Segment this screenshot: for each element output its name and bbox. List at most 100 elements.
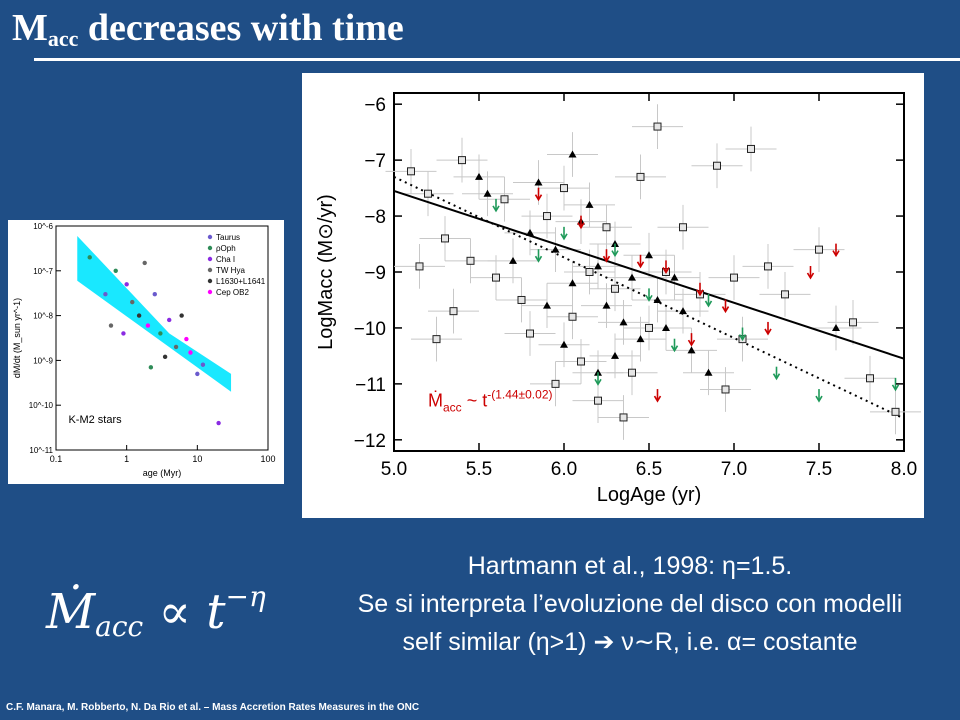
data-point-square: [849, 318, 857, 327]
inset-legend-marker: [207, 234, 213, 240]
inset-y-tick-label: 10^-8: [33, 312, 53, 321]
data-point-triangle: [483, 189, 492, 197]
inset-data-point: [148, 365, 154, 370]
caption-line-3: self similar (η>1) ➔ ν∼R, i.e. α= costan…: [402, 628, 858, 656]
inset-data-point: [103, 292, 108, 297]
upper-limit-green: [611, 250, 619, 258]
x-tick-label: 6.0: [551, 459, 577, 480]
upper-limit-red: [806, 272, 815, 280]
data-point-square: [619, 413, 628, 422]
inset-data-point: [121, 331, 126, 336]
upper-limit-red: [662, 266, 670, 274]
data-point-triangle: [670, 273, 679, 281]
data-point-square: [866, 374, 874, 383]
data-point-square: [645, 323, 653, 332]
annotation-sup: -(1.44±0.02): [487, 387, 552, 401]
inset-legend-label: TW Hya: [216, 266, 245, 275]
x-tick-label: 8.0: [891, 459, 917, 480]
data-point-square: [543, 212, 551, 221]
inset-data-point: [124, 282, 129, 287]
data-point-square: [432, 335, 441, 344]
inset-data-point: [152, 292, 157, 297]
inset-data-point: [130, 299, 135, 305]
inset-y-tick-label: 10^-9: [33, 356, 53, 365]
footer-credit: C.F. Manara, M. Robberto, N. Da Rio et a…: [6, 702, 420, 713]
inset-legend-marker: [207, 256, 213, 262]
inset-data-point: [162, 354, 168, 360]
data-point-square: [568, 312, 577, 321]
data-point-triangle: [594, 368, 602, 376]
inset-data-point: [136, 313, 142, 318]
data-point-triangle: [645, 251, 653, 259]
y-tick-label: −12: [354, 431, 386, 452]
data-point-triangle: [832, 323, 840, 331]
data-point-square: [602, 223, 611, 232]
upper-limit-green: [738, 334, 747, 342]
data-point-triangle: [526, 228, 534, 236]
data-point-triangle: [628, 273, 636, 281]
inset-data-point: [145, 323, 151, 328]
inset-x-tick-label: 0.1: [50, 454, 63, 464]
data-point-square: [424, 189, 432, 198]
inset-data-point: [158, 331, 163, 336]
data-point-triangle: [611, 240, 619, 248]
data-point-square: [500, 195, 509, 204]
x-tick-label: 6.5: [636, 459, 662, 480]
upper-limit-green: [670, 345, 679, 353]
inset-data-point: [173, 344, 179, 350]
data-point-triangle: [475, 172, 483, 180]
data-point-square: [560, 184, 568, 193]
inset-legend-marker: [207, 245, 213, 251]
data-point-square: [407, 167, 415, 176]
data-point-square: [653, 122, 662, 131]
y-tick-label: −8: [364, 207, 386, 228]
inset-y-tick-label: 10^-6: [33, 222, 53, 231]
upper-limit-red: [577, 222, 585, 230]
x-tick-label: 7.0: [721, 459, 747, 480]
data-point-triangle: [662, 323, 670, 331]
inset-legend-label: ρOph: [216, 244, 236, 253]
inset-legend-marker: [207, 267, 213, 273]
upper-limit-green: [594, 378, 602, 386]
main-plot: 5.0 5.5 6.0 6.5 7.0 7.5 8.0 −6 −7 −8 −9 −10 −11 −12 Lo…: [302, 73, 924, 518]
data-point-square: [415, 262, 424, 271]
data-point-triangle: [636, 335, 645, 343]
inset-data-point: [216, 420, 221, 426]
data-point-triangle: [611, 351, 619, 359]
upper-limit-red: [636, 261, 645, 269]
x-axis-label: LogAge (yr): [597, 484, 702, 506]
data-point-square: [492, 273, 500, 282]
data-point-square: [577, 357, 585, 366]
inset-x-tick-label: 1: [124, 454, 129, 464]
data-point-triangle: [704, 368, 713, 376]
y-tick-label: −10: [354, 319, 386, 340]
data-point-triangle: [602, 301, 611, 309]
inset-data-point: [188, 350, 193, 355]
inset-plot: 0.1 1 10 100 10^-6 10^-7 10^-8 10^-9 10^-10 10^-1…: [8, 220, 284, 484]
y-tick-label: −6: [364, 95, 386, 116]
y-axis-label: LogMacc (M⊙/yr): [315, 194, 337, 350]
inset-data-point: [184, 336, 189, 342]
data-point-triangle: [534, 178, 543, 186]
data-point-square: [458, 156, 466, 165]
inset-x-tick-label: 100: [260, 454, 275, 464]
caption-line-1: Hartmann et al., 1998: η=1.5.: [467, 552, 793, 580]
inset-data-point: [195, 371, 200, 377]
data-point-square: [764, 262, 772, 271]
upper-limit-green: [534, 255, 543, 263]
annotation-sub: acc: [443, 400, 462, 414]
data-point-square: [517, 295, 526, 304]
x-tick-label: 5.0: [381, 459, 407, 480]
inset-data-point: [200, 362, 206, 367]
data-point-square: [636, 172, 645, 181]
data-point-square: [891, 407, 900, 416]
upper-limit-green: [891, 384, 900, 392]
upper-limit-red: [602, 255, 611, 263]
inset-legend-label: Cep OB2: [216, 288, 249, 297]
data-point-square: [747, 144, 755, 153]
upper-limit-red: [764, 328, 772, 336]
annotation-text: ~ t: [462, 390, 488, 410]
data-point-square: [466, 256, 475, 265]
data-point-triangle: [594, 262, 602, 270]
data-point-square: [815, 245, 823, 254]
